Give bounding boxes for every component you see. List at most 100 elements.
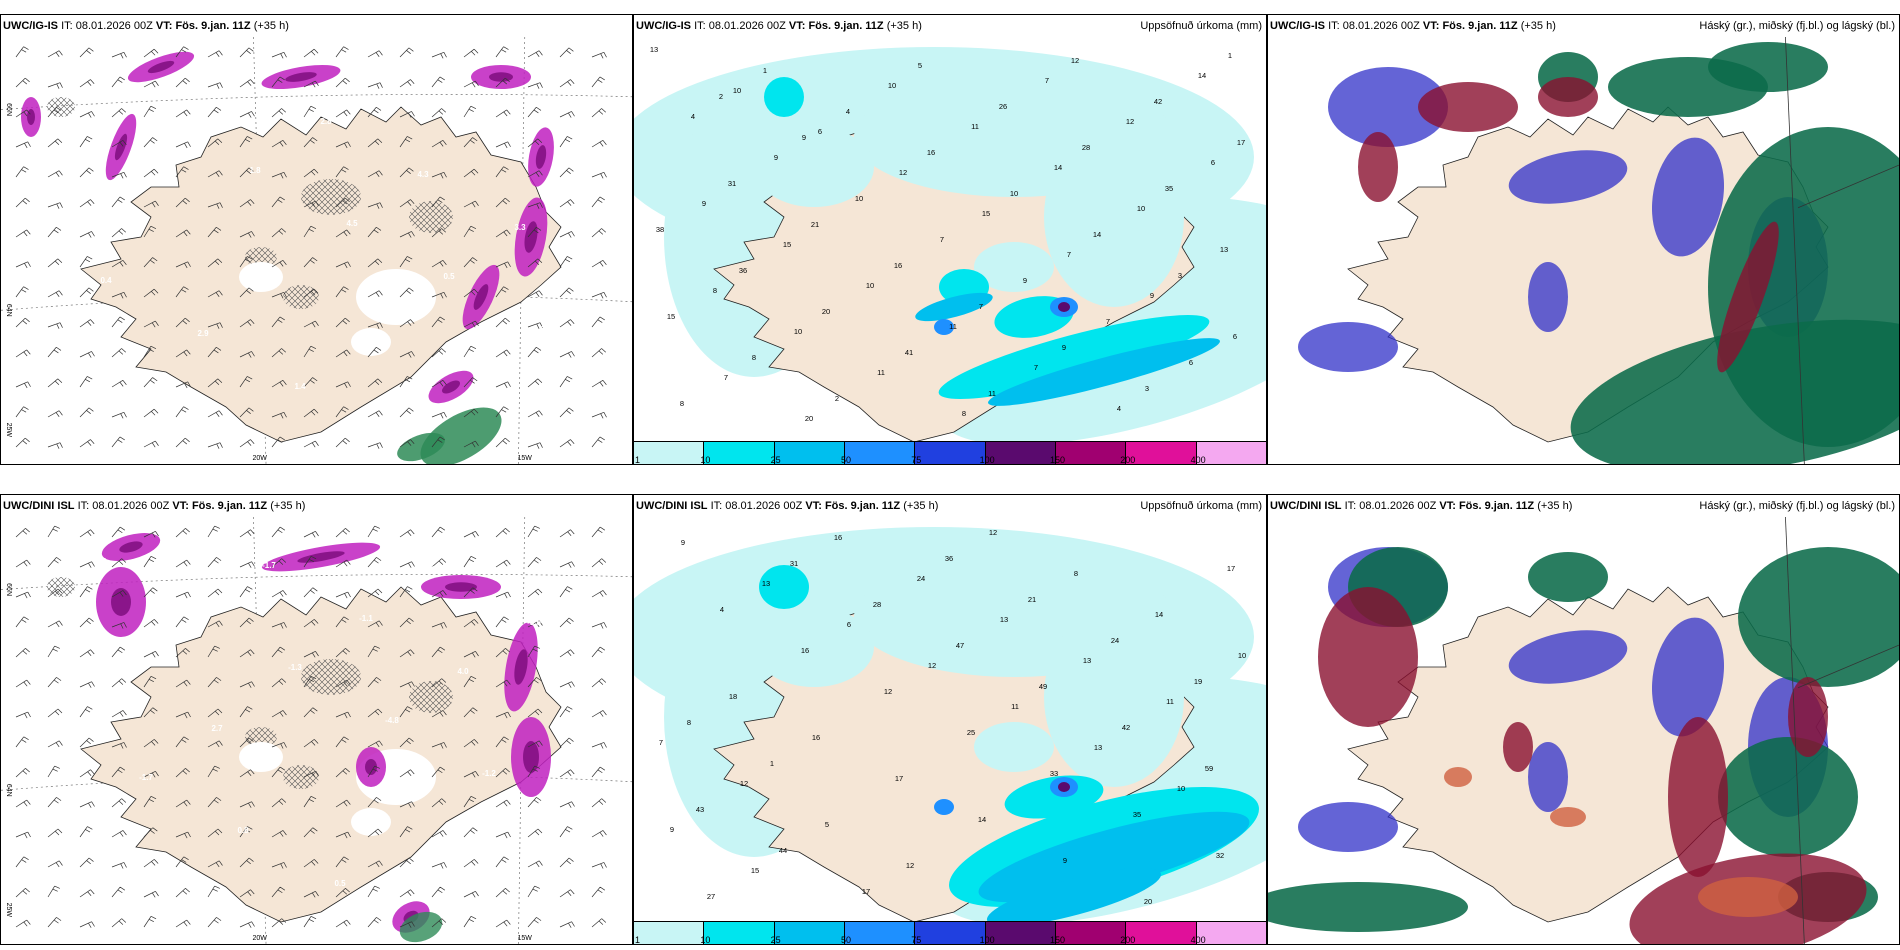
precip-value-label: 26 [999, 102, 1007, 111]
wind-value-label: 3.3 [514, 223, 526, 232]
wind-value-label: -1.6 [191, 610, 205, 619]
colorbar-label: 200 [1120, 455, 1136, 465]
colorbar-segment: 100 [980, 442, 1056, 464]
lon-label: 15W [518, 455, 533, 462]
precip-value-label: 8 [687, 718, 691, 727]
precip-value-label: 13 [1000, 615, 1008, 624]
init-time: 08.01.2026 00Z [92, 500, 170, 512]
lon-label: 25W [5, 423, 12, 438]
precip-colorbar: 1 10 25 50 75 100 150 200 400 [634, 921, 1266, 944]
wind-value-label: -1.2 [482, 769, 496, 778]
colorbar-label: 400 [1190, 935, 1206, 945]
precip-value-label: 11 [949, 322, 957, 331]
wind-value-label: 4.3 [417, 170, 429, 179]
colorbar-segment: 1 [634, 922, 705, 945]
precip-value-label: 8 [680, 399, 684, 408]
precip-value-label: 24 [917, 574, 925, 583]
precip-value-label: 7 [724, 373, 728, 382]
precip-value-label: 3 [1178, 271, 1182, 280]
precip-value-label: 13 [762, 579, 770, 588]
field-title: Uppsöfnuð úrkoma (mm) [1140, 500, 1262, 512]
valid-time: Fös. 9.jan. 11Z [808, 20, 884, 32]
wind-value-label: 1.8 [249, 166, 261, 175]
colorbar-label: 50 [840, 935, 851, 945]
precip-value-label: 35 [1133, 810, 1141, 819]
precip-value-label: 13 [1083, 656, 1091, 665]
precip-value-label: 1 [763, 66, 767, 75]
colorbar-segment: 75 [911, 442, 986, 464]
hatched-area [301, 179, 361, 215]
valid-time: Fös. 9.jan. 11Z [824, 500, 901, 512]
colorbar-segment: 10 [700, 442, 775, 464]
panel-cloud-igis: UWC/IG-IS IT: 08.01.2026 00Z VT: Fös. 9.… [1267, 14, 1900, 465]
cloud-map [1268, 37, 1899, 464]
precip-value-label: 2 [719, 92, 723, 101]
precip-value-label: 14 [1054, 163, 1062, 172]
wind-value-label: 4.0 [457, 667, 469, 676]
colorbar-segment: 25 [771, 922, 845, 944]
precip-value-label: 13 [1094, 743, 1102, 752]
colorbar-label: 100 [979, 935, 995, 945]
colorbar-label: 1 [635, 935, 641, 945]
precip-colorbar: 1 10 25 50 75 100 150 200 400 [634, 441, 1266, 464]
precip-value-label: 14 [1155, 610, 1163, 619]
lon-label: 20W [253, 455, 268, 462]
precip-value-label: 9 [1063, 856, 1067, 865]
wind-value-label: 4.0 [223, 64, 235, 73]
precip-value-label: 31 [728, 179, 736, 188]
precip-value-label: 16 [894, 261, 902, 270]
precip-value-label: 12 [1126, 117, 1134, 126]
precip-value-label: 42 [1122, 723, 1130, 732]
wind-value-label: -1.5 [553, 720, 567, 729]
precip-value-label: 7 [1106, 317, 1110, 326]
colorbar-label: 25 [770, 455, 781, 465]
hatched-area [409, 681, 453, 713]
model-name: UWC/IG-IS [636, 20, 691, 32]
lat-label: 66N [5, 583, 12, 596]
lat-label: 64N [5, 784, 12, 797]
precip-value-label: 10 [1137, 204, 1145, 213]
precip-value-label: 10 [1238, 651, 1246, 660]
precip-value-label: 20 [822, 307, 830, 316]
colorbar-segment: 50 [841, 442, 916, 464]
field-title: Háský (gr.), miðský (fj.bl.) og lágský (… [1699, 20, 1895, 32]
wind-map: 20W 15W 66N 64N 25W 1.6 -1.6 -1.3 -4.8 -1.2 -2.6 -1… [1, 517, 632, 944]
panel-header: UWC/IG-IS IT: 08.01.2026 00Z VT: Fös. 9.… [1268, 15, 1899, 37]
valid-time: Fös. 9.jan. 11Z [191, 500, 268, 512]
lat-label: 66N [5, 103, 12, 116]
colorbar-segment: 200 [1120, 442, 1197, 464]
lead-time: (+35 h) [253, 20, 289, 32]
precip-value-label: 15 [783, 240, 791, 249]
precip-value-label: 10 [794, 327, 802, 336]
precip-value-label: 8 [1074, 569, 1078, 578]
wind-value-label: 1.6 [95, 557, 107, 566]
precip-value-label: 11 [988, 389, 996, 398]
precip-value-label: 20 [1144, 897, 1152, 906]
init-time: 08.01.2026 00Z [1359, 500, 1437, 512]
wind-value-label: 2.8 [320, 117, 332, 126]
precip-value-label: 32 [1216, 851, 1224, 860]
wind-value-label: 3.0 [152, 113, 164, 122]
precip-value-label: 19 [1194, 677, 1202, 686]
precip-value-label: 10 [1010, 189, 1018, 198]
precip-value-label: 41 [905, 348, 913, 357]
precip-value-label: 12 [906, 861, 914, 870]
wind-value-label: 2.6 [431, 565, 443, 574]
precip-value-label: 27 [707, 892, 715, 901]
precip-value-label: 4 [1117, 404, 1121, 413]
precip-value-label: 5 [825, 820, 829, 829]
panel-wind-dini: UWC/DINI ISL IT: 08.01.2026 00Z VT: Fös.… [0, 494, 633, 945]
colorbar-label: 150 [1049, 455, 1065, 465]
wind-value-label: 2.7 [211, 724, 223, 733]
precip-value-label: 10 [855, 194, 863, 203]
region-boundaries [1785, 37, 1899, 464]
precip-value-label: 11 [1011, 702, 1019, 711]
precip-value-label: 13 [1220, 245, 1228, 254]
precip-value-label: 20 [805, 414, 813, 423]
colorbar-label: 100 [979, 455, 995, 465]
init-time: 08.01.2026 00Z [75, 20, 153, 32]
precip-value-label: 9 [1150, 291, 1154, 300]
field-title: Uppsöfnuð úrkoma (mm) [1140, 20, 1262, 32]
precip-map: 9 13 6 12 11 13 10 9 15 16 24 13 13 11 7 12 5 12 12 8 14 10 18… [634, 517, 1266, 921]
wind-value-label: 2.8 [540, 325, 552, 334]
